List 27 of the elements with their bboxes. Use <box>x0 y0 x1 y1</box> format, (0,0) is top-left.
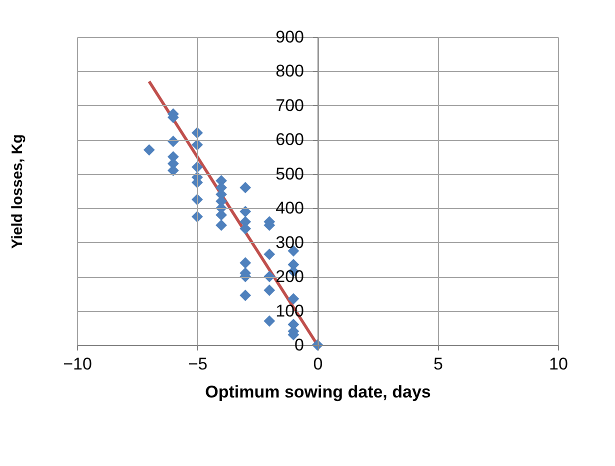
point <box>264 315 276 327</box>
y-tick-label: 400 <box>276 198 304 218</box>
point <box>240 290 252 302</box>
point <box>240 206 252 218</box>
point <box>240 182 252 194</box>
y-tick-label: 600 <box>276 130 304 150</box>
x-tick-label: 5 <box>434 354 443 374</box>
x-tick-label: −10 <box>63 354 92 374</box>
y-tick-label: 500 <box>276 164 304 184</box>
y-tick-label: 800 <box>276 62 304 81</box>
point <box>264 248 276 260</box>
x-axis-title: Optimum sowing date, days <box>205 382 431 402</box>
y-tick-label: 900 <box>276 28 304 46</box>
y-axis-title: Yield losses, Kg <box>9 134 26 249</box>
y-tick-label: 0 <box>294 336 304 354</box>
point <box>264 284 276 296</box>
y-tick-label: 100 <box>276 301 304 320</box>
point <box>143 144 155 156</box>
point <box>240 257 252 269</box>
point <box>216 220 227 231</box>
y-tick-label: 700 <box>276 96 304 115</box>
y-tick-label: 300 <box>276 232 304 252</box>
x-tick-label: −5 <box>188 354 208 374</box>
point <box>288 293 300 304</box>
x-tick-label: 10 <box>549 354 568 374</box>
x-tick-label: 0 <box>313 354 323 374</box>
y-tick-label: 200 <box>276 267 304 286</box>
